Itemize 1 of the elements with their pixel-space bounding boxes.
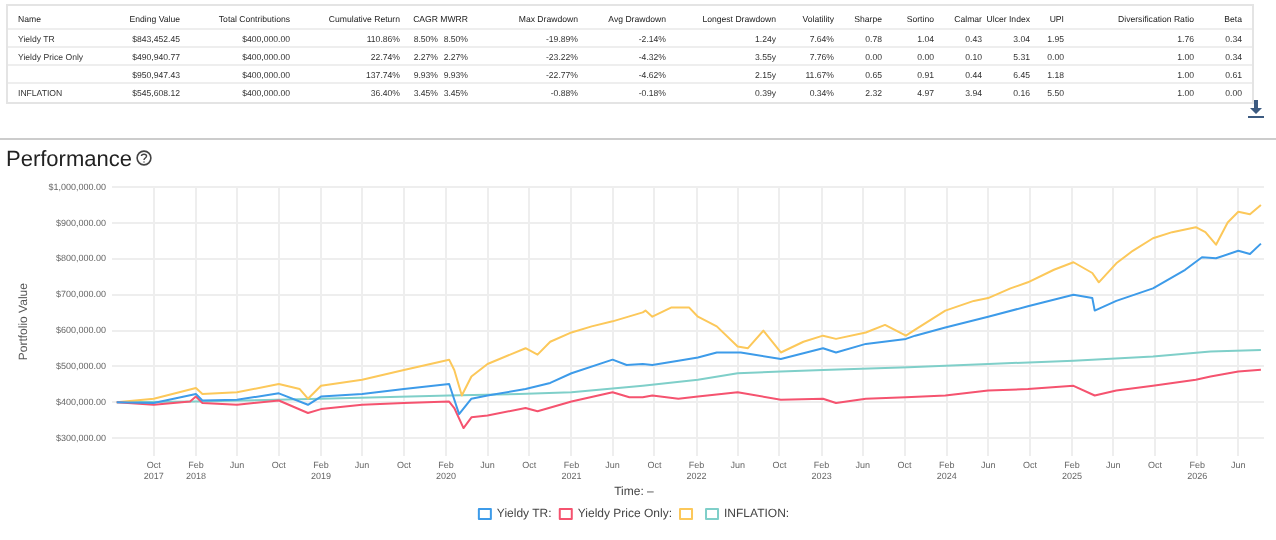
chart-title: Performance [6,148,132,172]
